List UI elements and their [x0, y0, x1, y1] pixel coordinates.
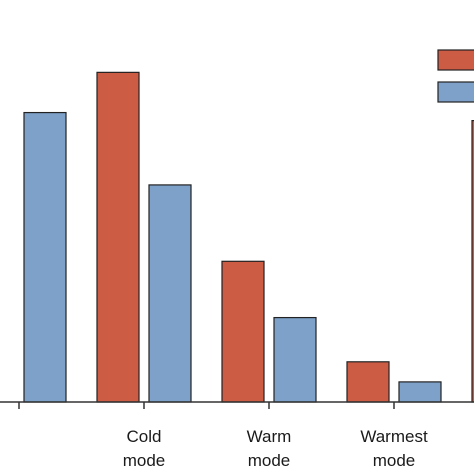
- bars-group: [23, 71, 474, 403]
- bar-series-2-category-1: [148, 184, 192, 403]
- x-tick-label-2-line-1: Warm: [247, 427, 292, 446]
- bar-series-1-category-4: [471, 119, 474, 403]
- bar-series-1-category-2: [221, 260, 265, 403]
- legend-swatch-series-2: [437, 81, 474, 103]
- bar-series-1-category-1: [96, 71, 140, 403]
- bar-series-1-category-3: [346, 361, 390, 403]
- x-ticks-group: [18, 402, 395, 409]
- x-tick-label-3-line-2: mode: [373, 451, 416, 470]
- x-tick-label-1-line-2: mode: [123, 451, 166, 470]
- x-tick-label-3-line-1: Warmest: [360, 427, 428, 446]
- bar-series-2-category-2: [273, 316, 317, 403]
- x-tick-label-1-line-1: Cold: [127, 427, 162, 446]
- legend-swatch-series-1: [437, 49, 474, 71]
- legend: [437, 49, 474, 103]
- x-tick-label-2-line-2: mode: [248, 451, 291, 470]
- bar-series-2-category-3: [398, 381, 442, 403]
- bar-series-2-category-0: [23, 111, 67, 403]
- x-tick-labels-group: ColdmodeWarmmodeWarmestmodeTintlens: [123, 427, 428, 470]
